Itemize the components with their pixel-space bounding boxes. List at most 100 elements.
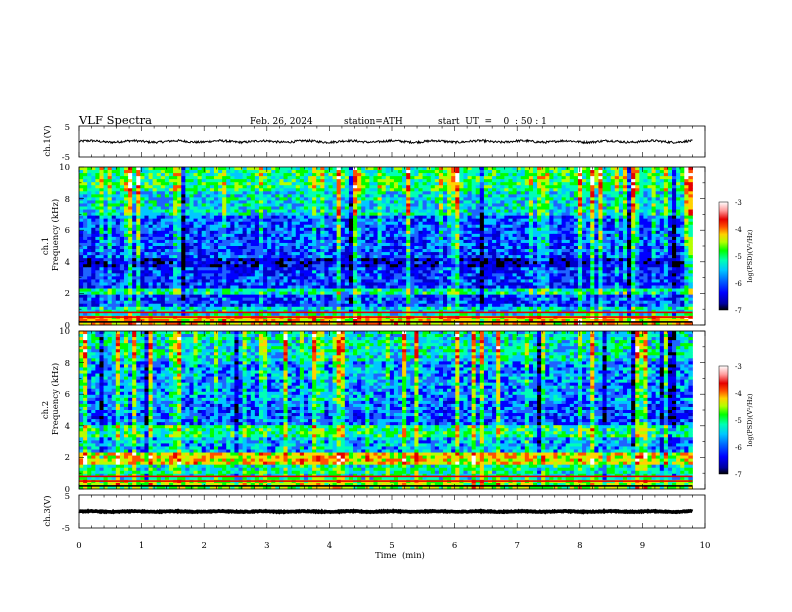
spectrogram-cell (128, 227, 133, 232)
spectrogram-cell (541, 258, 546, 262)
spectrogram-cell (152, 246, 158, 250)
spectrogram-cell (295, 182, 301, 186)
spectrogram-cell (324, 218, 329, 223)
spectrogram-cell (177, 239, 182, 244)
spectrogram-cell (475, 218, 481, 223)
spectrogram-cell (655, 215, 661, 220)
spectrogram-cell (561, 179, 567, 183)
spectrogram-cell (676, 233, 681, 238)
spectrogram-cell (532, 215, 538, 220)
spectrogram-cell (627, 209, 632, 213)
spectrogram-cell (389, 176, 395, 180)
spectrogram-cell (222, 200, 227, 204)
spectrogram-cell (222, 258, 227, 262)
spectrogram-cell (467, 182, 473, 186)
spectrogram-cell (123, 194, 129, 198)
spectrogram-cell (275, 239, 280, 244)
spectrogram-cell (414, 200, 419, 204)
spectrogram-cell (528, 197, 534, 201)
spectrogram-cell (627, 227, 632, 232)
spectrogram-cell (610, 221, 616, 226)
spectrogram-cell (193, 233, 199, 238)
spectrogram-cell (299, 252, 305, 256)
spectrogram-cell (213, 206, 219, 210)
spectrogram-cell (111, 261, 117, 265)
spectrogram-cell (651, 218, 657, 223)
spectrogram-cell (234, 206, 239, 210)
spectrogram-cell (643, 203, 648, 207)
spectrogram-cell (385, 261, 391, 265)
spectrogram-cell (299, 179, 305, 183)
spectrogram-cell (111, 255, 117, 259)
spectrogram-cell (336, 227, 342, 232)
spectrogram-cell (103, 239, 109, 244)
spectrogram-cell (569, 261, 575, 265)
spectrogram-cell (344, 194, 350, 198)
spectrogram-cell (373, 197, 378, 201)
spectrogram-cell (598, 215, 603, 220)
spectrogram-cell (622, 203, 628, 207)
spectrogram-cell (377, 249, 383, 253)
spectrogram-cell (230, 242, 235, 247)
spectrogram-cell (205, 246, 211, 250)
spectrogram-cell (246, 249, 252, 253)
spectrogram-cell (213, 188, 219, 192)
spectrogram-cell (369, 209, 374, 213)
spectrogram-cell (373, 176, 378, 180)
spectrogram-cell (295, 170, 301, 174)
spectrogram-cell (193, 179, 199, 183)
spectrogram-cell (234, 188, 239, 192)
spectrogram-cell (324, 194, 329, 198)
spectrogram-cell (635, 212, 640, 217)
spectrogram-cell (340, 261, 346, 265)
spectrogram-cell (230, 255, 235, 259)
spectrogram-cell (610, 209, 616, 213)
spectrogram-cell (381, 239, 387, 244)
spectrogram-cell (332, 242, 338, 247)
spectrogram-cell (381, 236, 387, 241)
spectrogram-cell (598, 258, 603, 262)
spectrogram-cell (672, 182, 677, 186)
spectrogram-cell (160, 261, 166, 265)
spectrogram-cell (676, 200, 681, 204)
spectrogram-cell (209, 215, 215, 220)
spectrogram-cell (459, 215, 464, 220)
spectrogram-cell (201, 261, 207, 265)
spectrogram-cell (324, 188, 329, 192)
spectrogram-cell (193, 176, 199, 180)
spectrogram-cell (218, 242, 223, 247)
spectrogram-cell (426, 194, 432, 198)
spectrogram-cell (524, 179, 530, 183)
spectrogram-cell (123, 203, 129, 207)
spectrogram-cell (520, 242, 526, 247)
spectrogram-cell (234, 255, 239, 259)
spectrogram-cell (267, 252, 272, 256)
spectrogram-cell (336, 188, 342, 192)
spectrogram-cell (647, 206, 652, 210)
spectrogram-cell (610, 218, 616, 223)
spectrogram-cell (189, 239, 194, 244)
spectrogram-cell (275, 221, 280, 226)
spectrogram-cell (230, 173, 235, 177)
spectrogram-cell (541, 261, 546, 265)
spectrogram-cell (209, 258, 215, 262)
spectrogram-cell (667, 227, 673, 232)
spectrogram-cell (549, 252, 554, 256)
spectrogram-cell (332, 185, 338, 189)
spectrogram-cell (635, 233, 640, 238)
spectrogram-cell (663, 176, 669, 180)
spectrogram-cell (651, 246, 657, 250)
spectrogram-cell (181, 255, 186, 259)
spectrogram-cell (242, 255, 248, 259)
spectrogram-cell (287, 206, 293, 210)
spectrogram-cell (614, 194, 620, 198)
spectrogram-cell (602, 203, 607, 207)
spectrogram-cell (639, 227, 644, 232)
spectrogram-cell (582, 218, 587, 223)
spectrogram-cell (651, 188, 657, 192)
spectrogram-cell (328, 227, 333, 232)
spectrogram-cell (254, 185, 260, 189)
spectrogram-cell (667, 179, 673, 183)
spectrogram-cell (140, 179, 145, 183)
